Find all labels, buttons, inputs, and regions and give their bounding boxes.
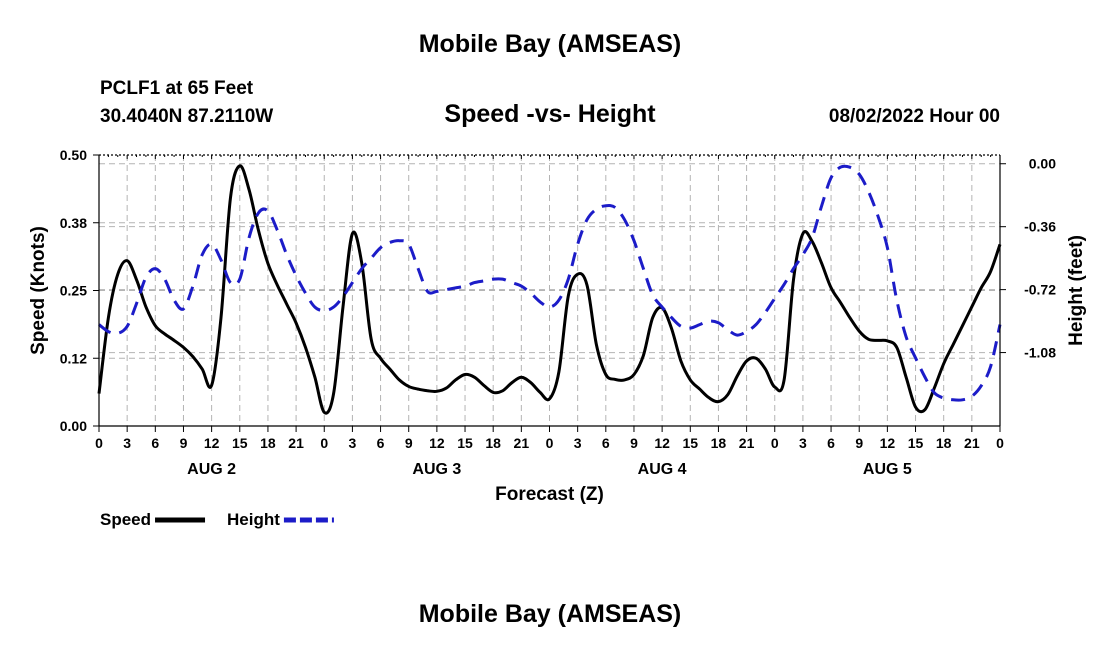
x-axis-title: Forecast (Z) — [495, 484, 604, 505]
x-tick-label: 9 — [630, 435, 638, 451]
day-label: AUG 5 — [863, 461, 912, 478]
x-tick-label: 9 — [180, 435, 188, 451]
x-tick-label: 15 — [457, 435, 473, 451]
station-coords: 30.4040N 87.2110W — [100, 106, 274, 127]
x-tick-label: 18 — [936, 435, 952, 451]
series-lines — [97, 164, 1002, 415]
x-tick-label: 0 — [546, 435, 554, 451]
x-tick-label: 9 — [405, 435, 413, 451]
right-tick-label: -1.08 — [1024, 345, 1056, 361]
chart-subtitle: Speed -vs- Height — [444, 100, 656, 128]
left-tick-label: 0.12 — [60, 350, 87, 366]
x-tick-label: 21 — [288, 435, 304, 451]
axis-labels: 0 3 6 9 12 15 18 21 0 3 6 9 12 15 18 21 0 3 6 9 12 15 18 21 0 3 6 9… — [28, 147, 1087, 505]
x-tick-label: 12 — [204, 435, 220, 451]
axes — [93, 154, 1006, 432]
x-tick-label: 21 — [739, 435, 755, 451]
x-tick-label: 15 — [682, 435, 698, 451]
right-tick-label: 0.00 — [1029, 156, 1056, 172]
legend: Speed Height — [100, 510, 334, 529]
station-label: PCLF1 at 65 Feet — [100, 78, 254, 99]
height-line — [98, 164, 1002, 402]
left-tick-label: 0.00 — [60, 418, 87, 434]
x-tick-label: 6 — [602, 435, 610, 451]
x-tick-label: 21 — [514, 435, 530, 451]
x-tick-label: 0 — [320, 435, 328, 451]
x-tick-label: 3 — [574, 435, 582, 451]
right-tick-label: -0.72 — [1024, 282, 1056, 298]
x-tick-label: 6 — [827, 435, 835, 451]
x-tick-label: 9 — [855, 435, 863, 451]
x-tick-label: 18 — [260, 435, 276, 451]
right-tick-label: -0.36 — [1024, 219, 1056, 235]
legend-label-height: Height — [227, 510, 280, 529]
left-tick-label: 0.25 — [60, 283, 87, 299]
x-tick-label: 12 — [880, 435, 896, 451]
x-tick-label: 12 — [654, 435, 670, 451]
legend-label-speed: Speed — [100, 510, 151, 529]
x-tick-label: 6 — [377, 435, 385, 451]
speed-line — [97, 164, 1002, 415]
x-tick-label: 3 — [349, 435, 357, 451]
x-tick-label: 21 — [964, 435, 980, 451]
x-tick-label: 0 — [95, 435, 103, 451]
day-label: AUG 3 — [412, 461, 461, 478]
left-tick-label: 0.38 — [60, 215, 87, 231]
left-tick-label: 0.50 — [60, 147, 87, 163]
x-tick-label: 18 — [711, 435, 727, 451]
x-tick-label: 3 — [123, 435, 131, 451]
right-axis-title: Height (feet) — [1066, 235, 1087, 346]
x-tick-label: 15 — [908, 435, 924, 451]
forecast-datetime: 08/02/2022 Hour 00 — [828, 106, 1000, 127]
x-tick-label: 3 — [799, 435, 807, 451]
page-title: Mobile Bay (AMSEAS) — [418, 30, 682, 58]
grid-lines — [99, 155, 1000, 426]
x-tick-label: 12 — [429, 435, 445, 451]
x-tick-label: 0 — [996, 435, 1004, 451]
day-label: AUG 4 — [638, 461, 687, 478]
left-axis-title: Speed (Knots) — [28, 226, 49, 355]
x-tick-label: 6 — [151, 435, 159, 451]
x-tick-label: 18 — [485, 435, 501, 451]
day-label: AUG 2 — [187, 461, 236, 478]
x-tick-label: 15 — [232, 435, 248, 451]
footer-title: Mobile Bay (AMSEAS) — [418, 600, 682, 628]
x-tick-label: 0 — [771, 435, 779, 451]
